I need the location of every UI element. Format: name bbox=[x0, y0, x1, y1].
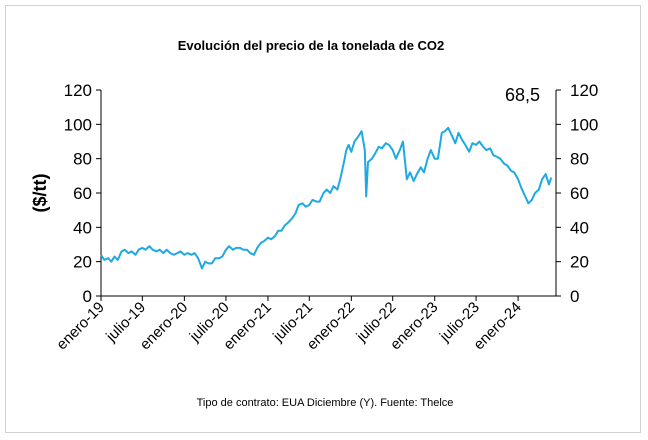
y-tick-label-right: 100 bbox=[570, 115, 598, 134]
y-tick-label-left: 120 bbox=[64, 81, 92, 100]
y-tick-label-right: 0 bbox=[570, 287, 579, 306]
y-tick-label-right: 40 bbox=[570, 218, 589, 237]
chart-frame bbox=[5, 5, 641, 433]
y-tick-label-left: 0 bbox=[83, 287, 92, 306]
price-series-line bbox=[100, 126, 553, 270]
y-tick-label-left: 40 bbox=[73, 218, 92, 237]
chart-title: Evolución del precio de la tonelada de C… bbox=[178, 38, 445, 53]
y-tick-label-right: 80 bbox=[570, 150, 589, 169]
y-ticks-right: 0 20 40 60 80 100 120 bbox=[556, 81, 598, 306]
footnote: Tipo de contrato: EUA Diciembre (Y). Fue… bbox=[197, 397, 454, 409]
y-tick-label-right: 20 bbox=[570, 253, 589, 272]
y-tick-label-left: 80 bbox=[73, 150, 92, 169]
y-tick-label-right: 60 bbox=[570, 184, 589, 203]
x-ticks: enero-19julio-19enero-20julio-20enero-21… bbox=[53, 296, 525, 353]
last-value-label: 68,5 bbox=[505, 85, 540, 105]
plot-area: 0 20 40 60 80 100 120 0 20 40 60 80 100 120 enero-19… bbox=[53, 81, 598, 353]
y-tick-label-right: 120 bbox=[570, 81, 598, 100]
y-tick-label-left: 100 bbox=[64, 115, 92, 134]
y-ticks-left: 0 20 40 60 80 100 120 bbox=[64, 81, 101, 306]
y-tick-label-left: 20 bbox=[73, 253, 92, 272]
y-tick-label-left: 60 bbox=[73, 184, 92, 203]
x-tick-label: enero-19 bbox=[53, 299, 107, 353]
y-axis-label: ($/tt) bbox=[30, 174, 50, 213]
